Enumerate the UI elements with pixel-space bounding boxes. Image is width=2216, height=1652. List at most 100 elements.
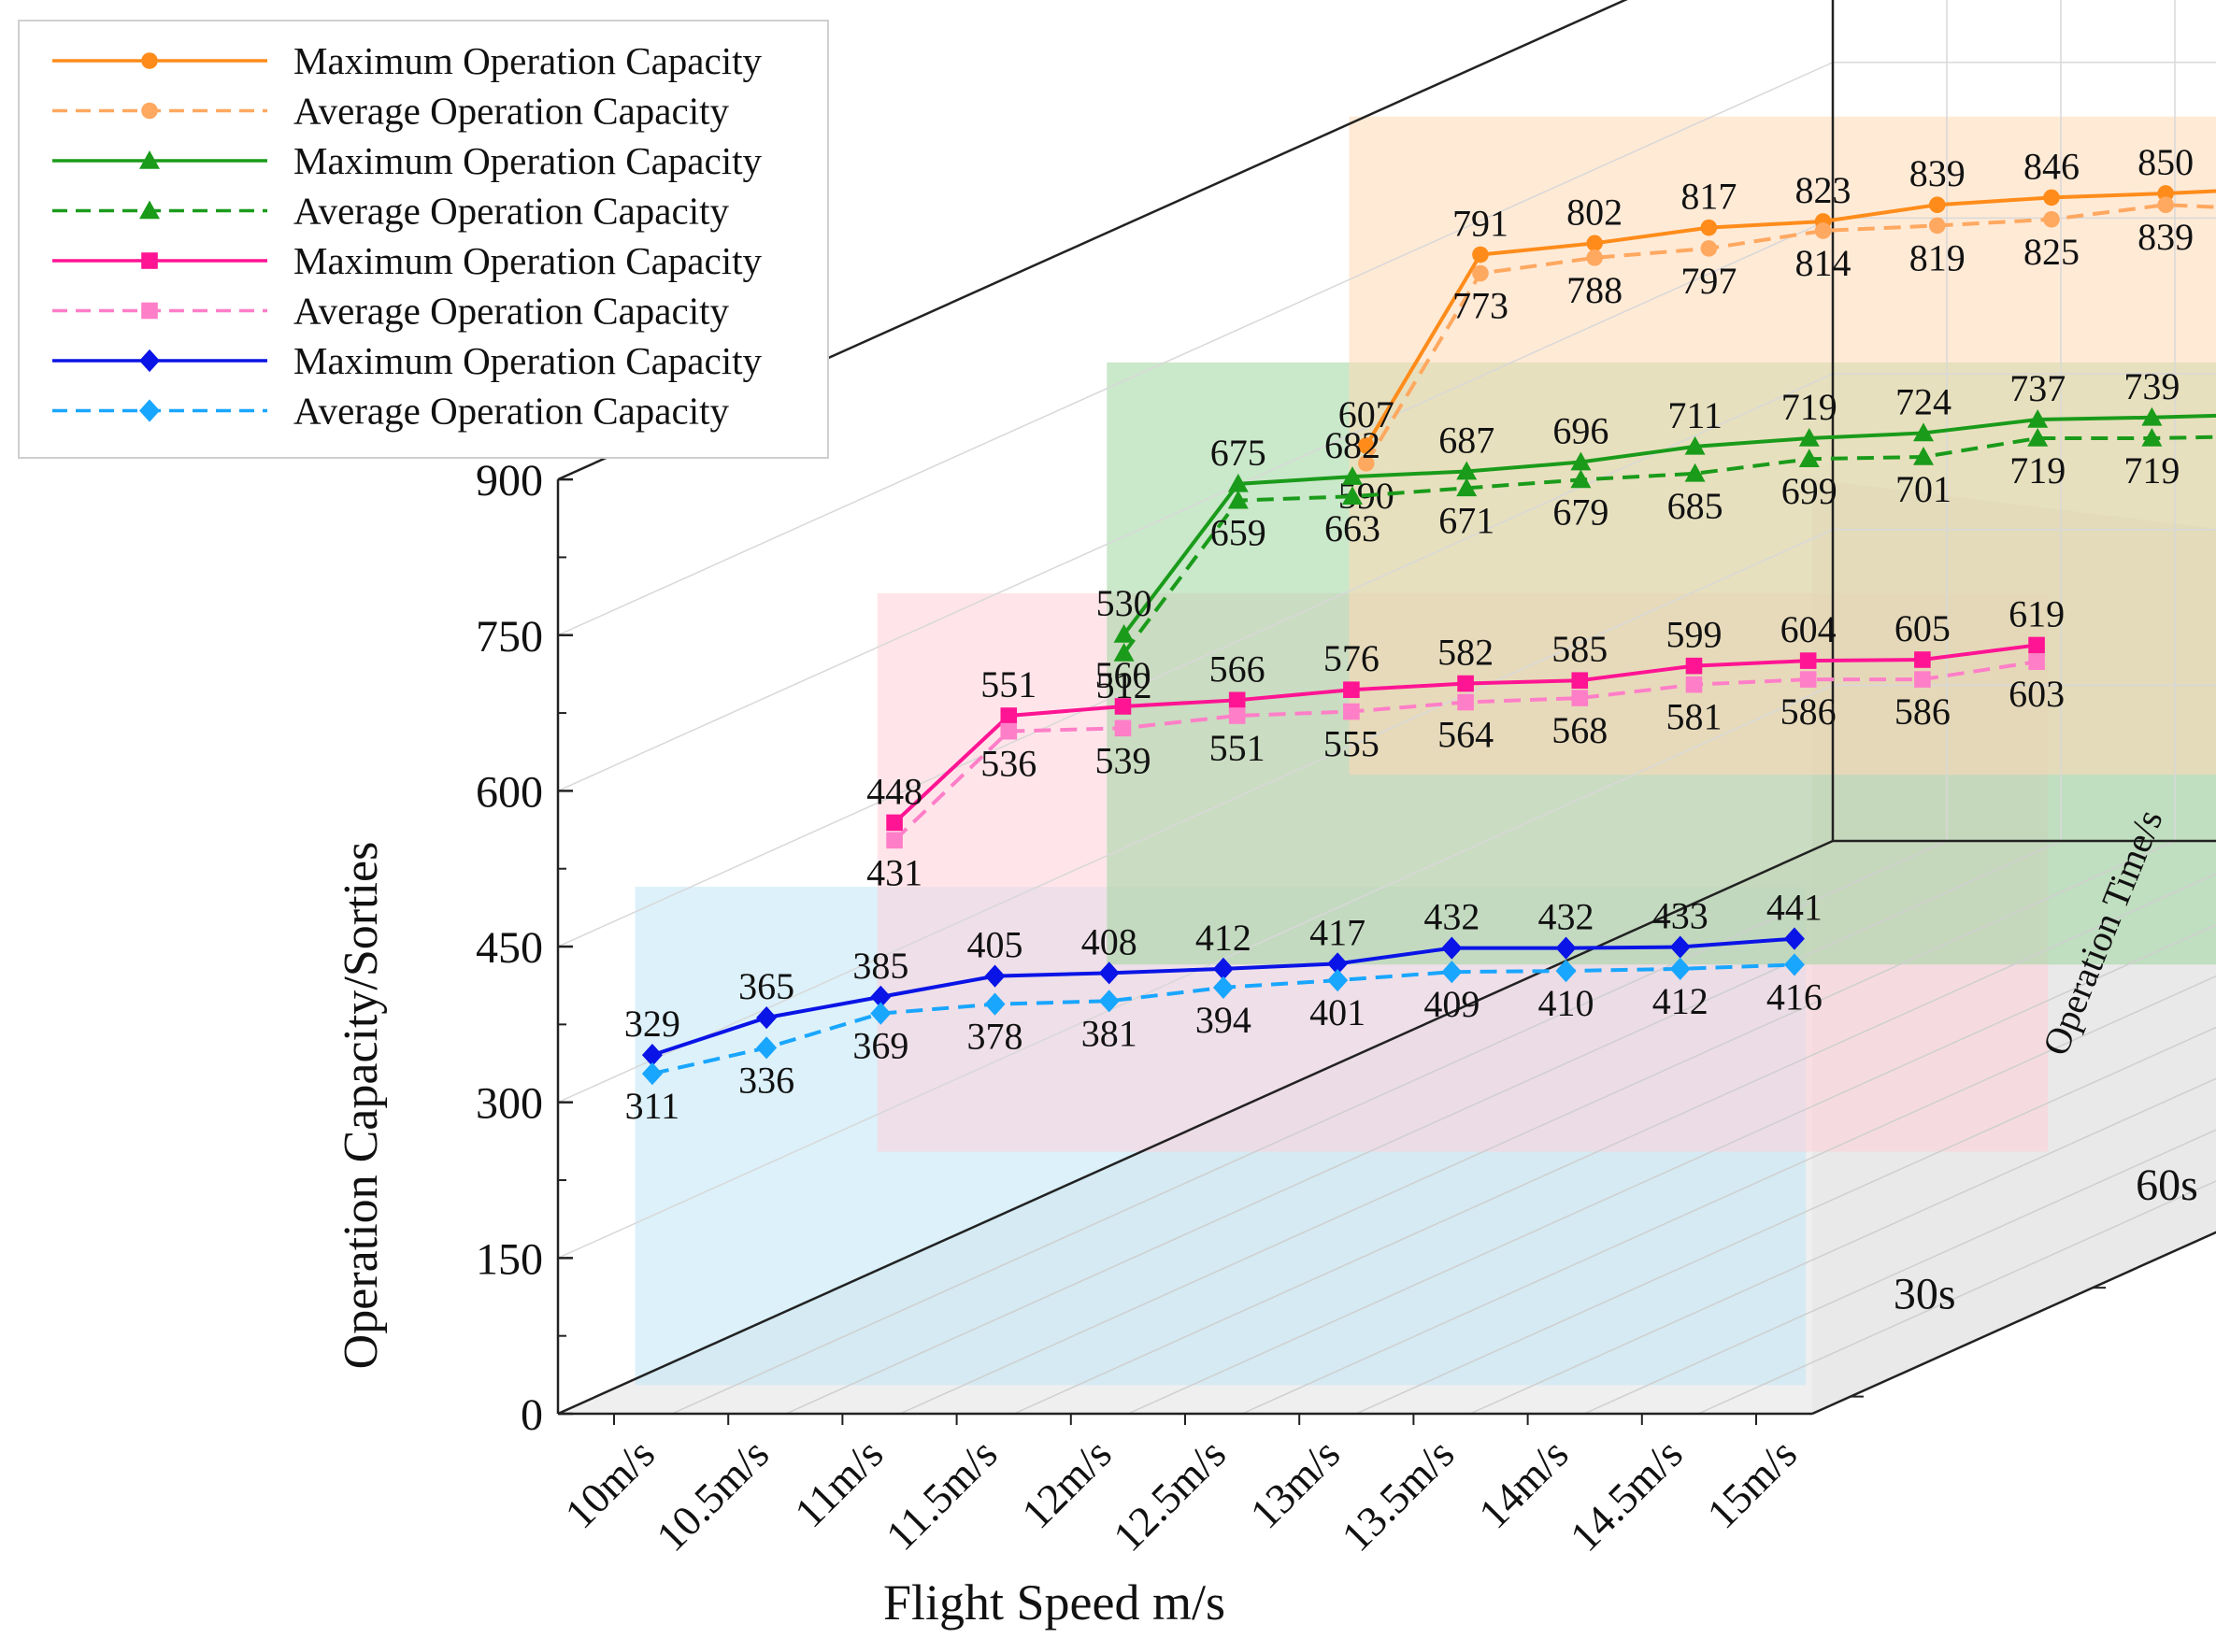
data-label: 814: [1795, 242, 1851, 284]
data-point: [1343, 703, 1360, 720]
data-label: 408: [1081, 920, 1137, 962]
data-label: 530: [1096, 582, 1152, 624]
data-label: 410: [1538, 982, 1594, 1024]
x-tick-label: 10.5m/s: [647, 1430, 778, 1560]
data-point: [141, 102, 158, 120]
data-point: [1441, 961, 1463, 984]
x-tick-label: 12m/s: [1012, 1430, 1121, 1538]
data-label: 369: [852, 1025, 908, 1067]
data-label: 441: [1766, 887, 1823, 929]
data-point: [756, 1036, 778, 1060]
floor-grid-line: [671, 840, 1948, 1415]
data-point: [1357, 437, 1375, 454]
data-point: [1456, 461, 1478, 480]
data-point: [1799, 652, 1817, 669]
data-label: 336: [738, 1059, 794, 1101]
z-axis: 30s60s90s120s: [1850, 1161, 2198, 1398]
data-point: [1913, 422, 1934, 442]
data-label: 825: [2023, 231, 2080, 273]
data-point: [1928, 196, 1946, 214]
y-tick-label: 300: [476, 1079, 543, 1129]
data-point: [984, 992, 1006, 1016]
z-tick-label: 60s: [2136, 1161, 2198, 1210]
data-point: [1227, 473, 1249, 492]
floor-grid-line: [1355, 1026, 2216, 1415]
data-point: [2157, 185, 2174, 202]
data-point: [1914, 671, 1931, 688]
data-label: 663: [1324, 507, 1380, 549]
data-label: 682: [1324, 424, 1380, 466]
y-tick-label: 600: [476, 767, 543, 817]
data-label: 566: [1209, 648, 1265, 690]
data-point: [1586, 249, 1603, 266]
data-point: [1669, 957, 1691, 980]
data-label: 619: [2009, 592, 2065, 634]
data-label: 699: [1781, 470, 1837, 512]
data-label: 788: [1566, 269, 1623, 311]
data-label: 412: [1195, 917, 1251, 959]
data-point: [1799, 671, 1817, 688]
data-point: [1212, 957, 1234, 980]
legend-label: Average Operation Capacity: [293, 90, 729, 133]
data-point: [1000, 707, 1018, 724]
floor-grid-line: [1241, 975, 2216, 1415]
data-point: [1571, 672, 1589, 690]
data-label: 432: [1538, 896, 1594, 938]
data-point: [1913, 446, 1934, 465]
data-point: [1472, 264, 1489, 282]
data-label: 773: [1452, 285, 1508, 327]
y-tick-label: 900: [476, 456, 543, 506]
data-point: [1327, 952, 1349, 976]
data-point: [2043, 189, 2060, 206]
data-label: 416: [1766, 976, 1823, 1018]
data-point: [139, 399, 160, 422]
data-label: 394: [1195, 999, 1251, 1041]
data-point: [1669, 935, 1691, 959]
data-point: [870, 985, 892, 1008]
data-point: [2141, 427, 2163, 447]
z-axis-line: [1811, 1231, 2216, 1416]
data-label: 719: [2123, 449, 2180, 491]
x-tick-label: 13.5m/s: [1332, 1430, 1463, 1560]
data-point: [1357, 455, 1375, 472]
data-label: 671: [1438, 499, 1494, 541]
x-tick-label: 14.5m/s: [1561, 1430, 1692, 1560]
y-tick-label: 450: [476, 923, 543, 973]
data-label: 819: [1909, 236, 1966, 278]
data-point: [1555, 960, 1577, 983]
floor-grid-line: [1583, 1129, 2216, 1415]
data-label: 551: [1209, 727, 1265, 769]
series-layer: 6077918028178238398468508558718745907737…: [624, 141, 2216, 1127]
data-label: 536: [980, 743, 1037, 785]
data-point: [1457, 693, 1474, 711]
data-point: [1228, 707, 1246, 724]
legend-box: [18, 20, 829, 459]
depth-bands: [635, 116, 2216, 1386]
data-point: [1441, 936, 1463, 960]
data-label: 568: [1551, 709, 1608, 751]
data-label: 719: [2009, 449, 2066, 491]
data-point: [1113, 623, 1135, 643]
data-point: [1114, 698, 1132, 715]
y-axis: 0 150 300 450 600 750 900: [476, 456, 573, 1440]
z-tick-label: 30s: [1894, 1270, 1956, 1319]
y-tick-label: 0: [521, 1390, 543, 1440]
data-point: [1685, 657, 1703, 675]
data-point: [984, 964, 1006, 988]
series-30s-solid: 329 365 385 405 408 412 417 432 432 433 441: [624, 887, 1823, 1067]
data-point: [756, 1005, 778, 1030]
data-point: [141, 252, 158, 269]
x-tick-label: 14m/s: [1469, 1430, 1578, 1538]
data-label: 432: [1423, 896, 1480, 938]
data-label: 405: [967, 924, 1023, 966]
data-label: 582: [1437, 632, 1494, 674]
data-point: [1342, 466, 1363, 485]
data-point: [1798, 449, 1820, 468]
data-label: 555: [1323, 723, 1380, 765]
series-90s-solid: 530675682687696711719724737739742: [1096, 365, 2216, 643]
series-60s-solid: 448 551 560 566 576 582 585 599 604 605 619: [866, 592, 2065, 832]
data-point: [1327, 968, 1349, 992]
data-point: [1342, 486, 1363, 506]
data-point: [1227, 490, 1249, 509]
